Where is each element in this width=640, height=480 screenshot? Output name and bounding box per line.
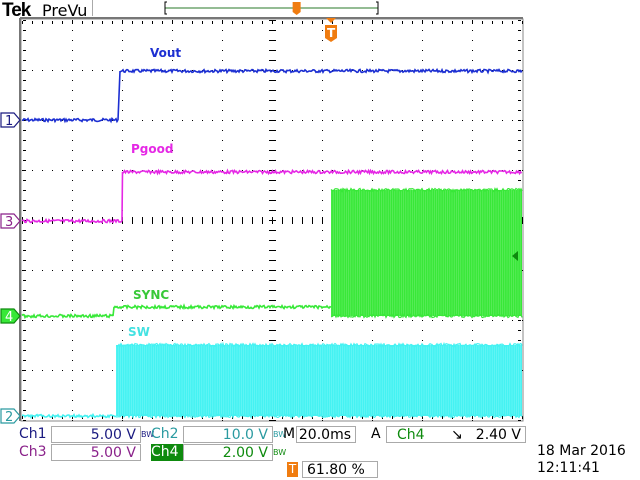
trace-label-pgood: Pgood xyxy=(131,142,174,156)
ch2-bw-limit: BW xyxy=(273,430,287,439)
ch1-bw-limit: BW xyxy=(141,430,155,439)
trace-sync-switching-top xyxy=(330,187,523,193)
trigger-level-arrow-icon xyxy=(512,251,518,261)
trigger-position[interactable]: 61.80 % xyxy=(302,461,378,478)
trigger-slope-icon: ↘ xyxy=(451,427,463,443)
trace-vout xyxy=(21,67,523,124)
ch2-ground-marker-label: 2 xyxy=(5,410,13,425)
trace-label-vout: Vout xyxy=(150,46,182,60)
ch1-label[interactable]: Ch1 xyxy=(19,426,47,442)
trigger-position-icon: T xyxy=(287,462,298,477)
time: 12:11:41 xyxy=(537,460,600,476)
timebase-scale[interactable]: 20.0ms xyxy=(296,426,356,443)
trace-sync-switching-bottom xyxy=(331,313,523,319)
trace-sw-switching-top xyxy=(115,341,523,349)
trigger-position-pointer-icon xyxy=(326,18,336,23)
ch1-scale[interactable]: 5.00 V xyxy=(51,426,141,443)
ch1-ground-marker-label: 1 xyxy=(5,114,13,129)
ch2-label[interactable]: Ch2 xyxy=(151,426,179,442)
trace-label-sync: SYNC xyxy=(133,288,170,302)
ch3-ground-marker-label: 3 xyxy=(5,215,13,230)
ch2-ground-marker xyxy=(0,408,21,424)
ch4-bw-limit: BW xyxy=(273,448,287,457)
ch4-ground-marker-label: 4 xyxy=(5,310,13,325)
ch3-scale[interactable]: 5.00 V xyxy=(51,444,141,461)
record-view-brackets xyxy=(164,1,379,15)
date: 18 Mar 2016 xyxy=(537,443,626,459)
trigger-mode: A xyxy=(371,426,381,442)
acquisition-mode: PreVu xyxy=(42,1,88,20)
trace-sw xyxy=(21,412,117,420)
trace-sw-switching-edges xyxy=(115,345,522,416)
trace-sync-switching xyxy=(331,190,522,316)
trigger-position-marker-icon xyxy=(325,25,337,42)
header-divider xyxy=(92,0,93,16)
trace-label-sw: SW xyxy=(128,325,150,339)
timebase-prefix: M xyxy=(283,426,296,442)
ch3-label[interactable]: Ch3 xyxy=(19,444,47,460)
ch3-ground-marker xyxy=(0,213,21,229)
ch4-label-selected[interactable]: Ch4 xyxy=(151,444,183,461)
trace-sw-switching-bottom xyxy=(116,412,523,420)
ch1-ground-marker xyxy=(0,112,21,128)
trace-sync-switching-edges xyxy=(330,190,521,316)
ch2-scale[interactable]: 10.0 V xyxy=(183,426,273,443)
graticule-grid xyxy=(22,20,523,421)
trace-sync xyxy=(21,303,332,320)
ch4-ground-marker xyxy=(0,308,21,324)
ch4-scale[interactable]: 2.00 V xyxy=(183,444,273,461)
tek-logo: Tek xyxy=(2,0,31,21)
trigger-readout[interactable]: Ch4 ↘ 2.40 V xyxy=(386,426,526,443)
trigger-position-marker-label: T xyxy=(327,26,336,40)
record-trigger-marker-icon xyxy=(292,2,301,15)
trigger-level: 2.40 V xyxy=(475,427,521,443)
trace-pgood xyxy=(21,168,523,224)
trace-sw-switching xyxy=(116,345,522,416)
trigger-source: Ch4 xyxy=(397,427,425,443)
